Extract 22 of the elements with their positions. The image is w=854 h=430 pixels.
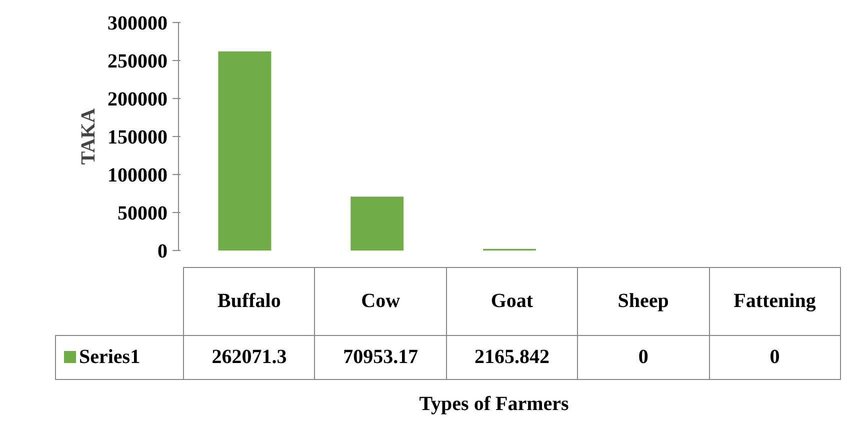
y-tick-label: 300000: [108, 12, 168, 34]
x-axis-title: Types of Farmers: [418, 392, 570, 417]
y-axis-title: TAKA: [78, 108, 100, 165]
legend-label: Series1: [56, 336, 184, 380]
x-tick-label: Buffalo: [184, 268, 315, 336]
y-tick-label: 0: [158, 240, 168, 262]
x-tick-label: Cow: [314, 268, 446, 336]
data-label: 2165.842: [446, 336, 578, 380]
bar: [350, 196, 404, 250]
x-tick-label: Fattening: [709, 268, 840, 336]
x-tick-label: Sheep: [578, 268, 710, 336]
y-tick-label: 150000: [108, 126, 168, 148]
y-tick-label: 50000: [118, 202, 168, 224]
data-label: 262071.3: [184, 336, 315, 380]
data-label: 0: [578, 336, 710, 380]
y-tick-label: 200000: [108, 88, 168, 110]
y-tick-label: 250000: [108, 50, 168, 72]
y-tick-label: 100000: [108, 164, 168, 186]
data-label: 0: [709, 336, 840, 380]
data-label: 70953.17: [314, 336, 446, 380]
bar: [218, 51, 272, 250]
x-tick-label: Goat: [446, 268, 578, 336]
